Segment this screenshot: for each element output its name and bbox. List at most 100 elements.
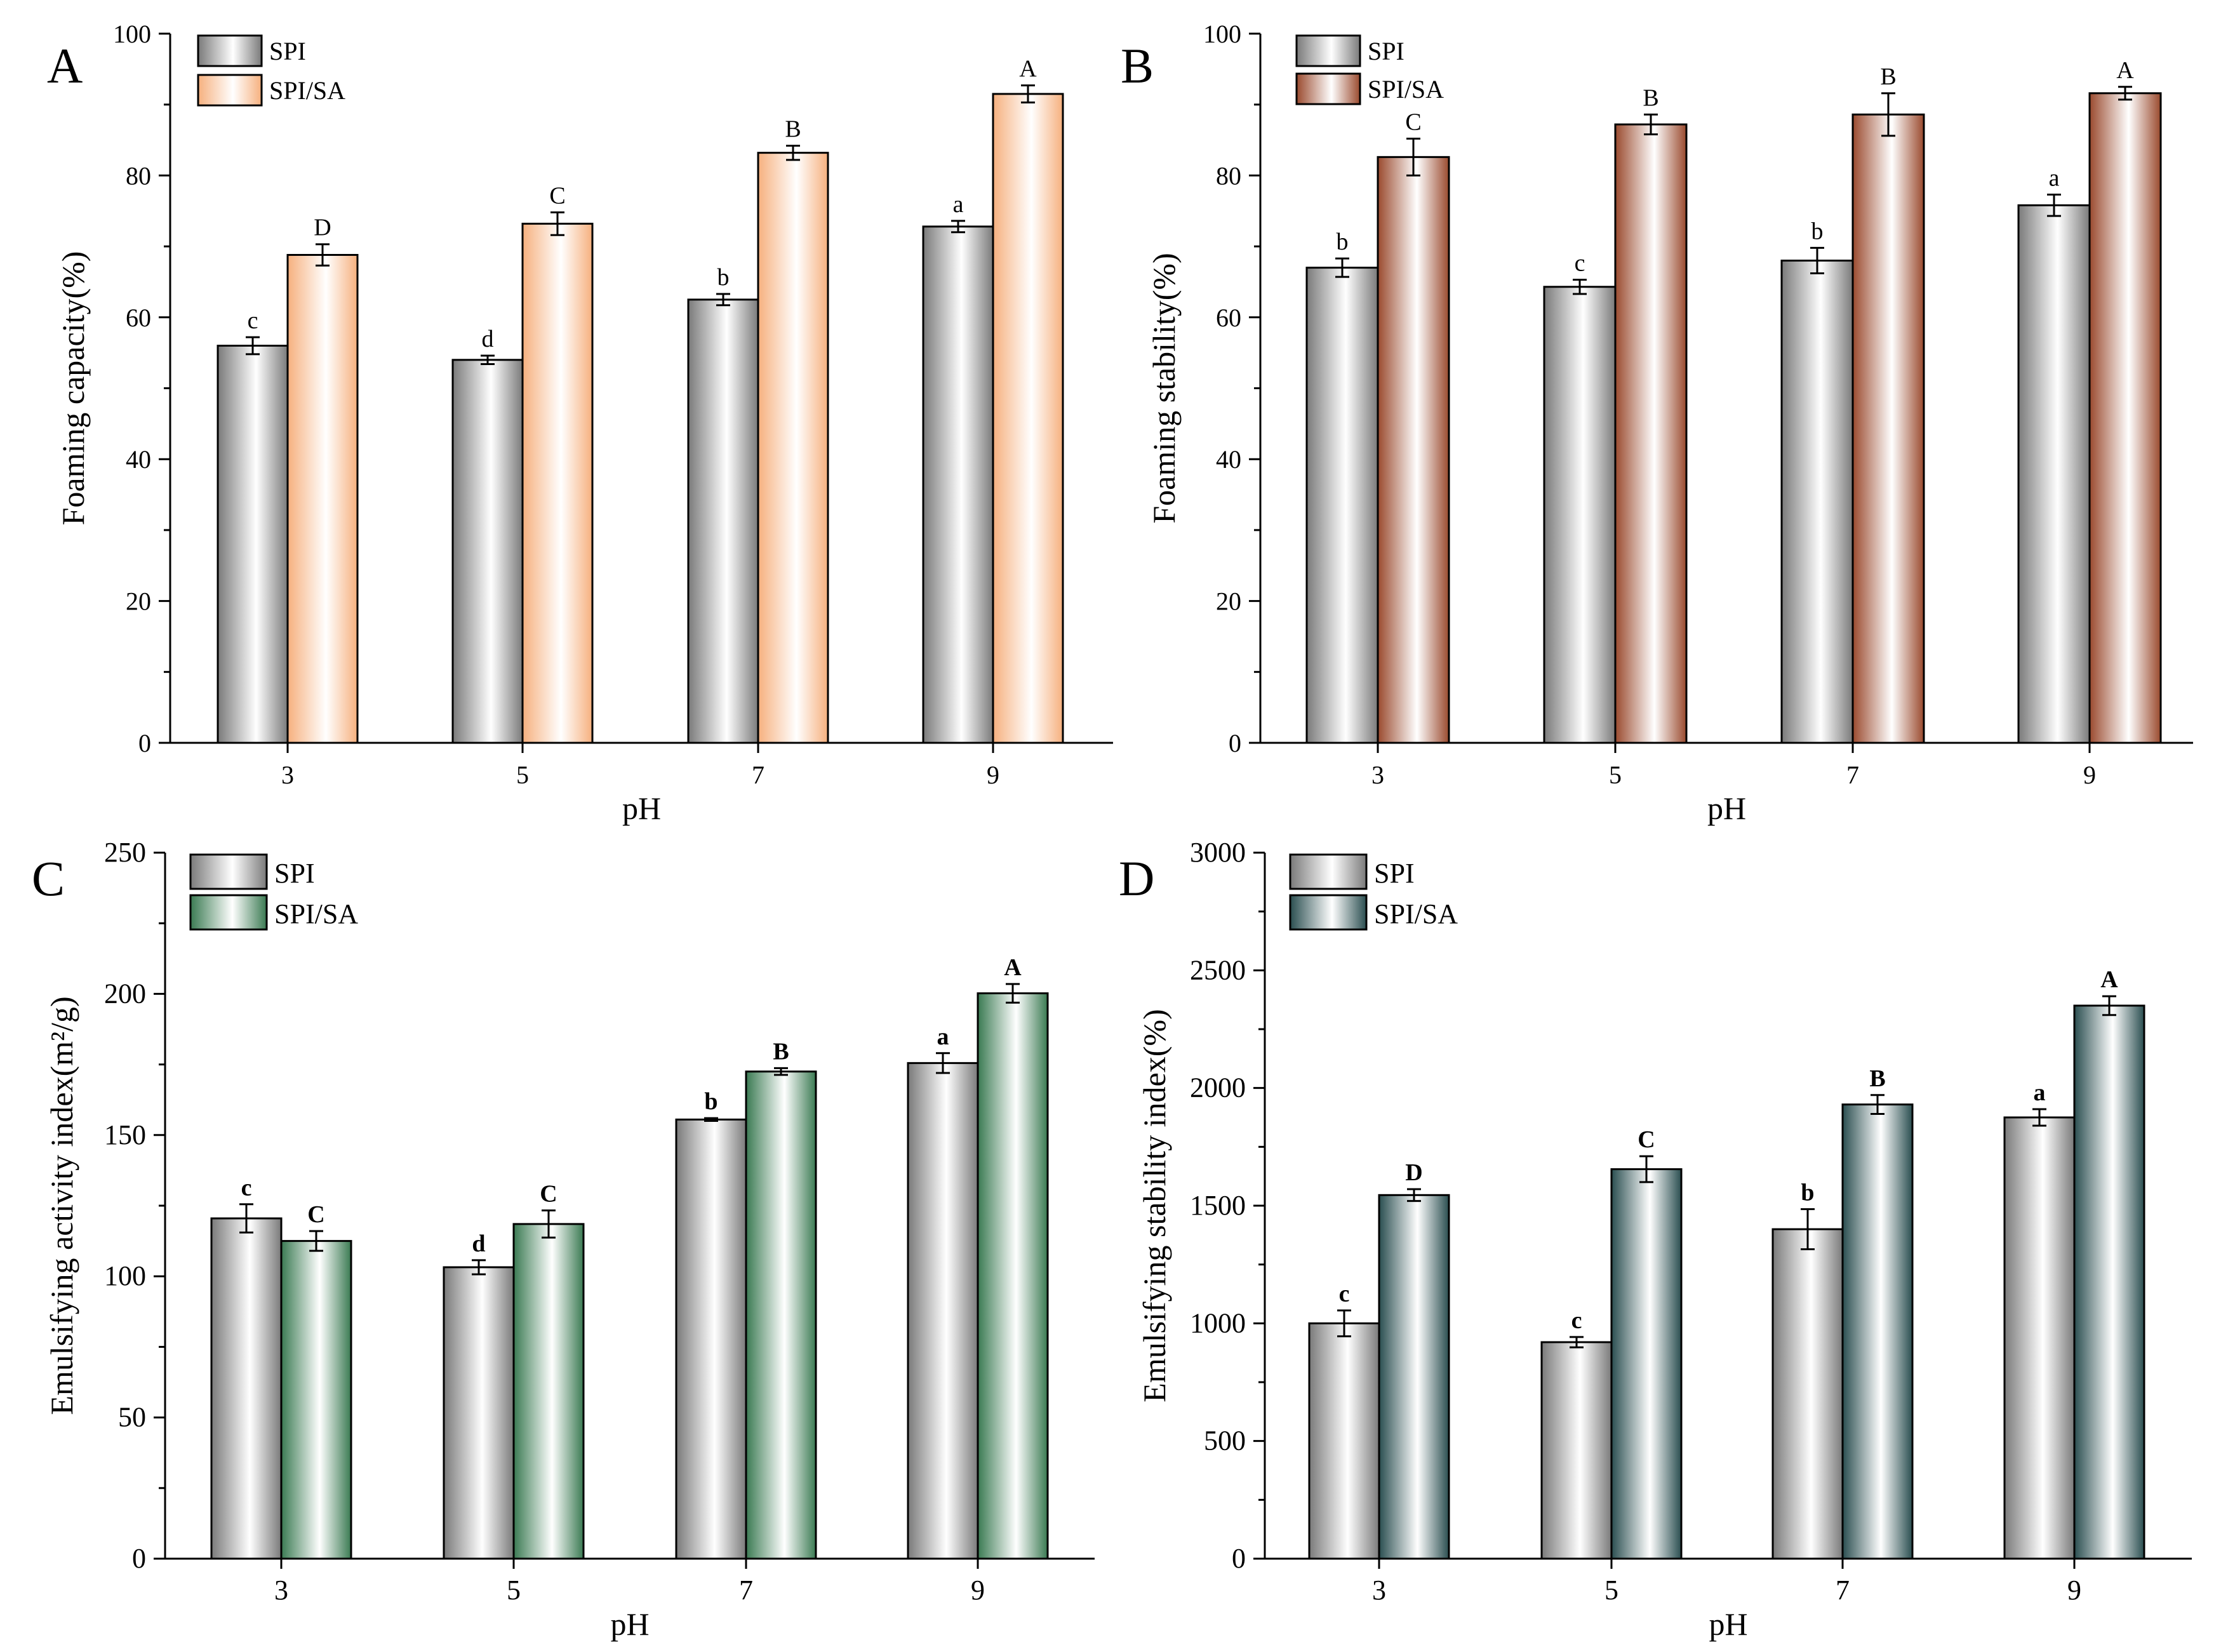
bar-spi-sa-ph9	[2088, 92, 2162, 744]
bar-spi-sa-ph5	[521, 222, 594, 744]
error-bar	[716, 293, 730, 307]
significance-label: C	[307, 1201, 324, 1228]
y-tick-label: 50	[118, 1402, 146, 1433]
y-tick-label: 150	[104, 1119, 146, 1150]
y-tick-label: 100	[1203, 20, 1241, 48]
y-tick-label: 80	[1216, 161, 1241, 190]
legend-label: SPI/SA	[274, 898, 358, 929]
y-tick-label: 100	[104, 1260, 146, 1291]
bar-spi-sa-ph3	[1377, 156, 1450, 744]
legend-label: SPI/SA	[1374, 898, 1458, 929]
error-bar	[1881, 92, 1895, 137]
bar-spi-ph7	[1780, 259, 1854, 744]
legend: SPI SPI/SA	[197, 34, 345, 107]
y-tick-label: 40	[126, 445, 151, 474]
y-axis-label: Foaming stability(%)	[1146, 253, 1182, 523]
significance-label: B	[1880, 63, 1896, 90]
bar-spi-ph5	[451, 359, 524, 744]
x-axis-label: pH	[622, 790, 661, 826]
legend-swatch	[197, 74, 263, 107]
significance-label: A	[2116, 57, 2134, 84]
panel-letter: D	[1119, 851, 1154, 906]
significance-label: b	[1801, 1180, 1814, 1206]
error-bar	[1810, 246, 1824, 275]
bar-spi-sa-ph7	[1841, 1103, 1914, 1560]
bar-spi-ph5	[1543, 286, 1617, 744]
error-bar	[1639, 1155, 1653, 1183]
y-tick-label: 80	[126, 161, 151, 190]
significance-label: d	[482, 326, 494, 352]
bar-spi-sa-ph3	[286, 254, 359, 744]
error-bar	[481, 354, 495, 366]
bar-spi-ph5	[443, 1266, 515, 1560]
significance-label: a	[937, 1023, 949, 1050]
y-tick-label: 20	[126, 587, 151, 616]
y-tick-label: 250	[104, 837, 146, 868]
x-tick-label: 9	[971, 1575, 985, 1606]
significance-label: D	[314, 215, 331, 241]
bar-spi-sa-ph3	[280, 1240, 352, 1560]
bar-spi-sa-ph3	[1378, 1194, 1450, 1560]
x-tick-label: 3	[1371, 761, 1384, 789]
bar-spi-sa-ph7	[757, 152, 829, 744]
legend-label: SPI	[269, 37, 306, 65]
x-tick-label: 5	[516, 761, 529, 789]
error-bar	[936, 1052, 950, 1074]
error-bar	[316, 243, 330, 267]
significance-label: C	[1405, 109, 1421, 135]
y-tick-label: 0	[132, 1543, 146, 1574]
y-tick-label: 40	[1216, 445, 1241, 474]
significance-label: b	[1811, 218, 1824, 244]
panel-letter: A	[47, 38, 83, 93]
legend: SPI SPI/SA	[1289, 853, 1458, 931]
y-tick-label: 500	[1204, 1425, 1246, 1456]
significance-label: C	[549, 182, 565, 209]
y-tick-label: 60	[1216, 303, 1241, 332]
significance-label: D	[1405, 1159, 1422, 1186]
y-tick-label: 1000	[1190, 1307, 1246, 1338]
y-tick-label: 3000	[1190, 837, 1246, 868]
legend-swatch	[197, 34, 263, 67]
significance-label: b	[1337, 229, 1349, 255]
panel-b: Bb c b a C B B A 0 20 40 60 80 100 3 5 7 9 pH Foaming stabi…	[1121, 20, 2193, 826]
significance-label: a	[2034, 1079, 2046, 1106]
error-bar	[774, 1067, 788, 1076]
x-tick-label: 3	[1372, 1575, 1386, 1606]
legend-label: SPI	[1368, 37, 1404, 65]
bar-spi-ph7	[1771, 1228, 1844, 1560]
x-tick-label: 3	[281, 761, 294, 789]
x-tick-label: 7	[739, 1575, 753, 1606]
error-bar	[2102, 995, 2116, 1016]
y-tick-label: 200	[104, 978, 146, 1009]
error-bar	[1573, 279, 1587, 295]
bar-spi-ph7	[675, 1118, 747, 1560]
error-bar	[1337, 1309, 1351, 1338]
panel-letter: C	[32, 851, 65, 906]
legend: SPI SPI/SA	[189, 853, 358, 931]
significance-label: a	[2049, 165, 2060, 192]
error-bar	[786, 144, 800, 161]
y-tick-label: 2500	[1190, 954, 1246, 985]
significance-label: d	[472, 1230, 485, 1257]
bar-spi-ph3	[1305, 267, 1379, 744]
legend-label: SPI	[274, 858, 315, 889]
error-bar	[309, 1230, 323, 1252]
bar-spi-ph9	[2003, 1116, 2076, 1560]
significance-label: b	[717, 264, 730, 291]
bar-spi-ph7	[687, 298, 759, 744]
error-bar	[1335, 257, 1349, 278]
error-bar	[951, 220, 965, 234]
bar-spi-sa-ph9	[977, 992, 1049, 1560]
panel-letter: B	[1121, 38, 1154, 93]
error-bar	[2032, 1108, 2046, 1127]
legend-label: SPI/SA	[269, 76, 345, 105]
y-tick-label: 0	[138, 729, 151, 757]
x-axis-label: pH	[1707, 790, 1746, 826]
error-bar	[1006, 983, 1020, 1004]
legend-label: SPI/SA	[1368, 75, 1444, 103]
significance-label: A	[1004, 954, 1022, 981]
significance-label: B	[1643, 84, 1658, 111]
legend-label: SPI	[1374, 858, 1415, 889]
panel-a: Ac d b a D C B A 0 20 40 60 80 100 3 5 7 9 pH Foaming capac…	[47, 20, 1113, 826]
